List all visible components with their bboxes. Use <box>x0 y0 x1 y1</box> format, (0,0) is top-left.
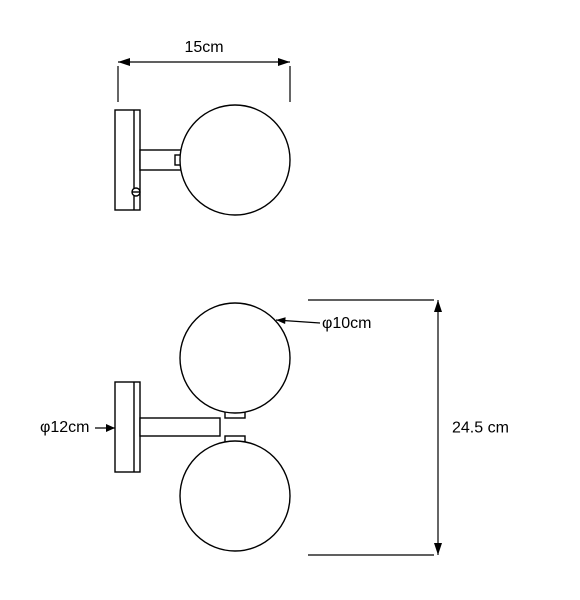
dim-label-plate: φ12cm <box>40 419 90 436</box>
dim-leader-plate-arrow <box>106 424 115 432</box>
dim-label-width: 15cm <box>184 39 223 56</box>
front-plate <box>115 382 140 472</box>
dim-label-height: 24.5 cm <box>452 420 509 437</box>
dim-arrow-up <box>434 300 442 312</box>
top-ball <box>180 105 290 215</box>
dim-arrow-left <box>118 58 130 66</box>
front-arm <box>140 418 220 436</box>
front-ball-top <box>180 303 290 413</box>
dim-arrow-right <box>278 58 290 66</box>
front-ball-bottom <box>180 441 290 551</box>
dim-arrow-down <box>434 543 442 555</box>
dim-label-ball: φ10cm <box>322 315 372 332</box>
